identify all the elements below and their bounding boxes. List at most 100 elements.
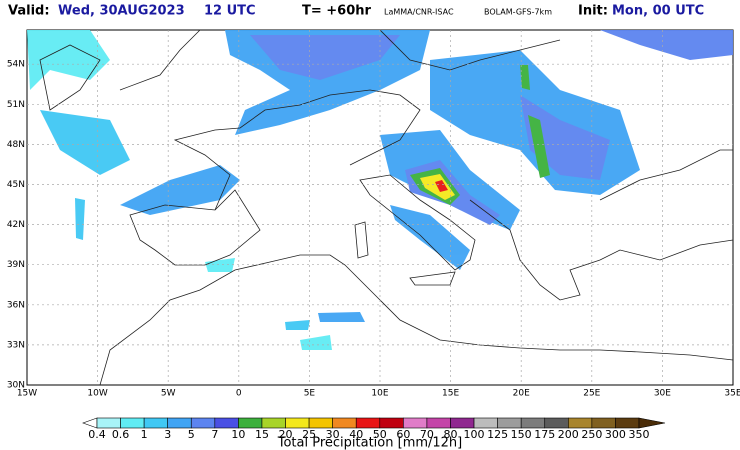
colorbar-title: Total Precipitation [mm/12h] (277, 436, 463, 450)
colorbar-label: 350 (629, 428, 650, 441)
colorbar-box (261, 417, 286, 429)
lon-label: 10E (371, 389, 388, 399)
colorbar-box (214, 417, 239, 429)
init-label: Init: (578, 4, 608, 19)
precip-area (300, 335, 332, 350)
coastline (119, 29, 201, 91)
colorbar-label: 70 (420, 428, 434, 441)
colorbar-label: 30 (326, 428, 340, 441)
colorbar-box (355, 417, 381, 429)
colorbar-label: 60 (396, 428, 410, 441)
colorbar-box (308, 417, 333, 429)
coastlines (39, 29, 734, 386)
colorbar-box (450, 417, 475, 429)
colorbar-label: 20 (279, 428, 293, 441)
colorbar-end (82, 417, 98, 429)
colorbar-label: 0.4 (88, 428, 106, 441)
precip-area (120, 165, 240, 215)
colorbar-label: 10 (231, 428, 245, 441)
lon-label: 25E (583, 389, 600, 399)
lead-time: T= +60hr (302, 4, 372, 19)
colorbar-label: 200 (558, 428, 579, 441)
lon-label: 15E (442, 389, 459, 399)
colorbar-box (167, 417, 192, 429)
valid-date: Wed, 30AUG2023 (58, 4, 185, 19)
colorbar-box (497, 417, 522, 429)
colorbar-label: 5 (188, 428, 195, 441)
precip-area (285, 320, 310, 330)
map (26, 29, 734, 386)
precip-area (435, 180, 448, 192)
colorbar-box (190, 417, 216, 429)
colorbar-label: 50 (373, 428, 387, 441)
colorbar-box (238, 417, 263, 429)
colorbar-label: 80 (443, 428, 457, 441)
coastline (469, 199, 734, 301)
lat-label: 45N (7, 180, 25, 190)
colorbar-box (426, 417, 451, 429)
init-time: Mon, 00 UTC (612, 4, 704, 19)
coastline (99, 254, 734, 386)
precip-area (250, 35, 400, 80)
colorbar-label: 40 (349, 428, 363, 441)
colorbar-box (120, 417, 145, 429)
colorbar-label: 0.6 (112, 428, 130, 441)
colorbar-label: 7 (211, 428, 218, 441)
colorbar-box (591, 417, 616, 429)
lon-label: 5E (304, 389, 316, 399)
precip-area (528, 115, 550, 178)
colorbar-label: 300 (605, 428, 626, 441)
precip-area (390, 205, 470, 270)
lon-label: 15W (17, 389, 37, 399)
colorbar: 0.4 0.6 1 3 5 7 10 15 20 25 30 40 50 60 70 80 100 125 150 1… (82, 417, 666, 441)
precip-area (600, 30, 733, 60)
colorbar-end (638, 417, 666, 429)
lat-label: 48N (7, 140, 25, 150)
colorbar-box (544, 417, 569, 429)
lon-label: 30E (654, 389, 671, 399)
colorbar-box (379, 417, 404, 429)
lat-label: 36N (7, 300, 25, 310)
colorbar-label: 1 (141, 428, 148, 441)
lon-label: 35E (724, 389, 740, 399)
lon-label: 20E (513, 389, 530, 399)
lat-label: 54N (7, 60, 25, 70)
colorbar-label: 125 (487, 428, 508, 441)
colorbar-box (285, 417, 310, 429)
precip-area (27, 30, 110, 90)
lat-label: 42N (7, 220, 25, 230)
colorbar-box (96, 417, 121, 429)
precip-area (205, 258, 235, 272)
lon-label: 0 (236, 389, 242, 399)
colorbar-box (143, 417, 168, 429)
colorbar-label: 3 (164, 428, 171, 441)
colorbar-box (473, 417, 498, 429)
colorbar-label: 150 (511, 428, 532, 441)
institution: LaMMA/CNR-ISAC (384, 8, 454, 17)
colorbar-box (332, 417, 357, 429)
precip-area (520, 65, 530, 90)
colorbar-label: 15 (255, 428, 269, 441)
coastline (409, 271, 456, 286)
lat-label: 51N (7, 100, 25, 110)
precip-area (318, 312, 365, 322)
lat-label: 39N (7, 260, 25, 270)
colorbar-box (403, 417, 428, 429)
precip-area (75, 198, 85, 240)
valid-label: Valid: (8, 4, 50, 19)
coastline (39, 44, 101, 111)
lon-label: 5W (161, 389, 176, 399)
colorbar-label: 25 (302, 428, 316, 441)
coastline (379, 29, 561, 71)
lat-label: 30N (7, 381, 25, 391)
colorbar-label: 100 (464, 428, 485, 441)
lat-label: 33N (7, 340, 25, 350)
colorbar-box (615, 417, 640, 429)
colorbar-box (520, 417, 546, 429)
colorbar-box (568, 417, 593, 429)
coastline (173, 89, 421, 211)
colorbar-label: 250 (581, 428, 602, 441)
colorbar-label: 175 (534, 428, 555, 441)
coastline (599, 149, 733, 201)
